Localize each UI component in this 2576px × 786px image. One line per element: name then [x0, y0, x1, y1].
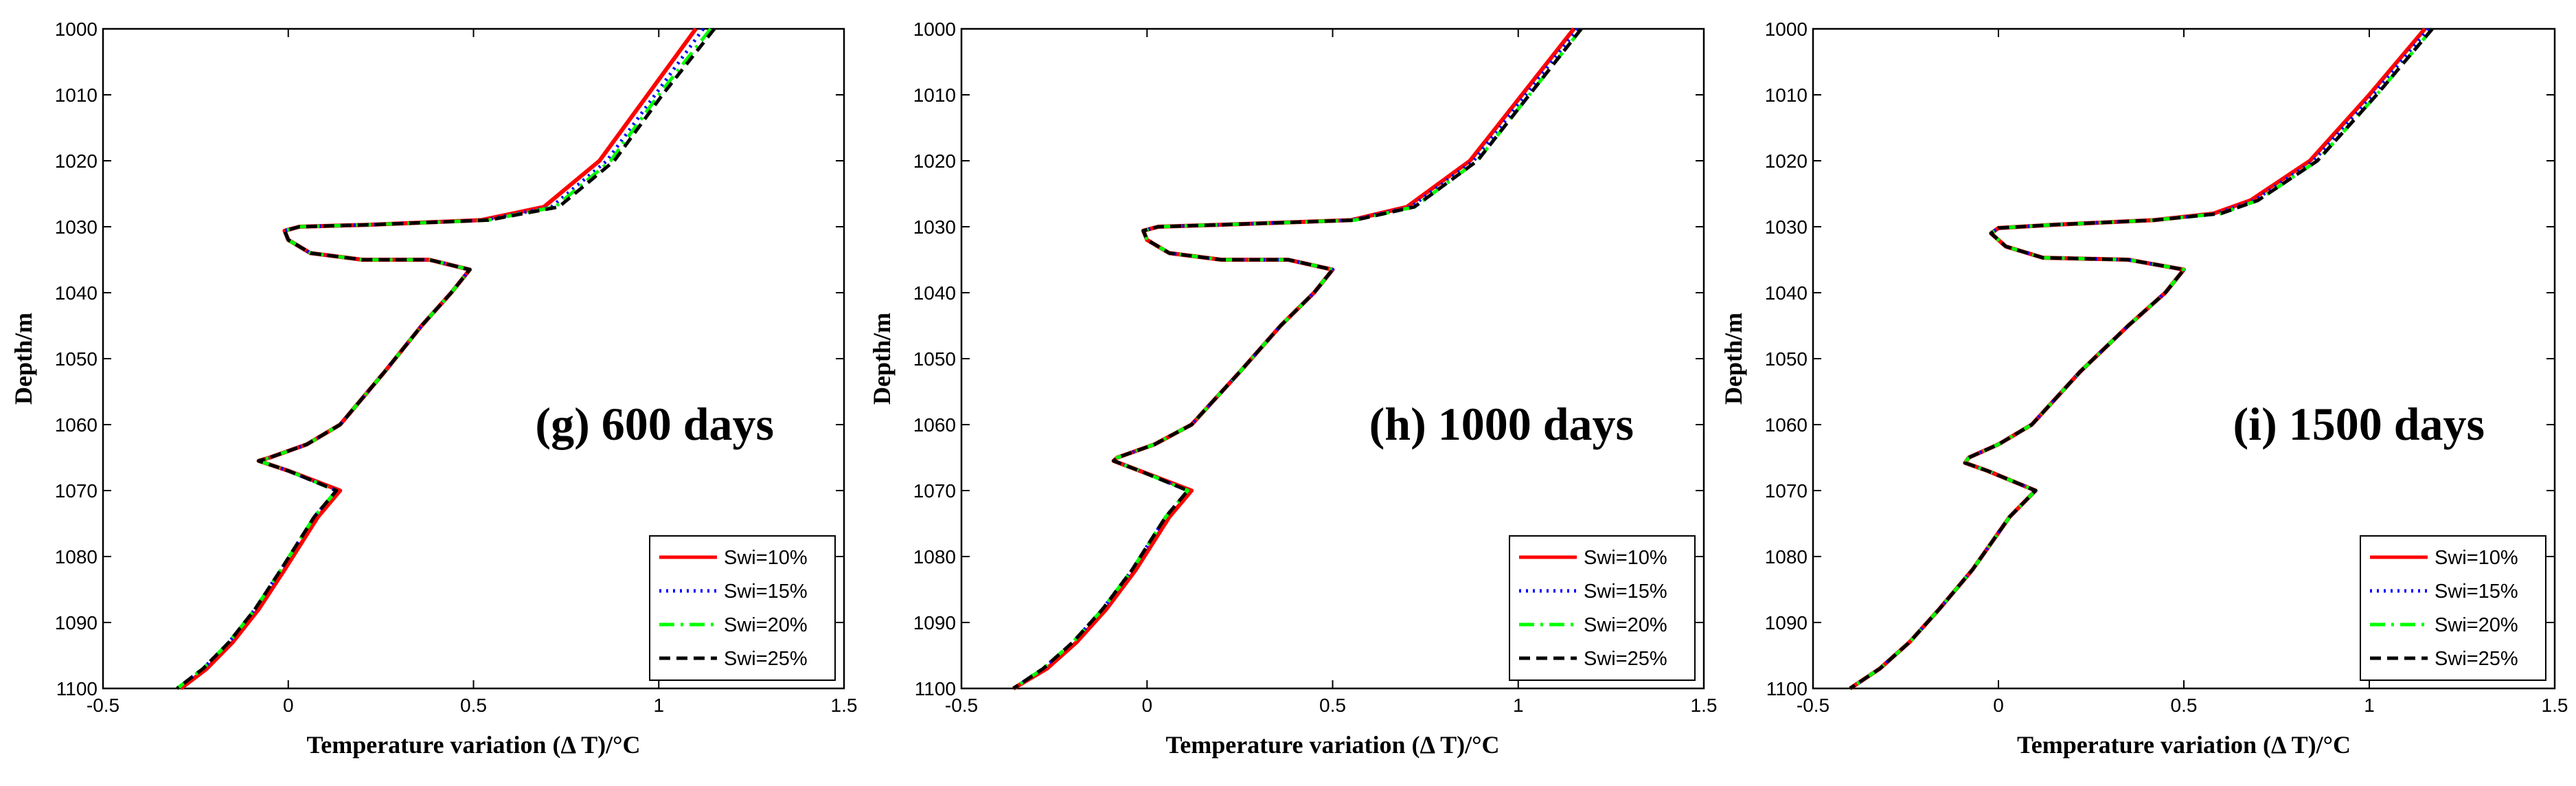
legend-entry: Swi=15%: [2435, 581, 2518, 603]
legend-entry: Swi=25%: [724, 648, 808, 670]
panel-label: (h) 1000 days: [1369, 398, 1634, 450]
series-line-3: [1012, 27, 1583, 690]
y-tick-label: 1020: [1765, 150, 1808, 172]
legend: Swi=10% Swi=15% Swi=20% Swi=25%: [1509, 535, 1696, 681]
x-tick-label: 1: [1513, 695, 1524, 716]
series-line-1: [179, 27, 698, 690]
y-tick-label: 1050: [1765, 348, 1808, 370]
legend-entry: Swi=20%: [724, 614, 808, 636]
legend-box: [2360, 535, 2546, 681]
y-tick-label: 1060: [1765, 414, 1808, 436]
legend-entry: Swi=25%: [2435, 648, 2518, 670]
y-tick-label: 1020: [913, 150, 956, 172]
y-tick-label: 1090: [913, 612, 956, 633]
chart-panel-1: -0.5 0 0.5 1 1.5 1000 1010 1020 1030 1040 1050 1060…: [868, 19, 1717, 759]
x-tick-label: 0: [1141, 695, 1152, 716]
y-tick-label: 1010: [55, 85, 98, 106]
x-tick-label: 0: [1993, 695, 2004, 716]
y-tick-label: 1070: [913, 480, 956, 502]
x-tick-label: 1.5: [1691, 695, 1718, 716]
x-tick-label: 1: [653, 695, 664, 716]
y-tick-label: 1070: [55, 480, 98, 502]
legend-entry: Swi=10%: [2435, 547, 2518, 569]
y-tick-label: 1100: [915, 678, 956, 699]
y-tick-label: 1030: [913, 216, 956, 238]
legend-box: [649, 535, 836, 681]
chart-panel-2: -0.5 0 0.5 1 1.5 1000 1010 1020 1030 1040 1050 1060…: [1720, 19, 2568, 759]
x-tick-label: -0.5: [945, 695, 978, 716]
y-tick-label: 1050: [55, 348, 98, 370]
x-tick-label: 0.5: [2171, 695, 2198, 716]
legend: Swi=10% Swi=15% Swi=20% Swi=25%: [649, 535, 836, 681]
y-tick-label: 1060: [913, 414, 956, 436]
series-line-4: [1012, 27, 1583, 690]
y-tick-label: 1020: [55, 150, 98, 172]
series-line-1: [1849, 27, 2427, 690]
x-tick-label: -0.5: [87, 695, 119, 716]
y-tick-label: 1030: [1765, 216, 1808, 238]
x-tick-label: 0.5: [1319, 695, 1346, 716]
y-tick-label: 1100: [1766, 678, 1808, 699]
x-tick-label: 1: [2364, 695, 2375, 716]
y-tick-label: 1000: [913, 19, 956, 40]
series-line-3: [1849, 27, 2434, 690]
series-line-3: [176, 27, 712, 690]
y-tick-label: 1030: [55, 216, 98, 238]
y-axis-label: Depth/m: [868, 313, 896, 405]
panel-label: (i) 1500 days: [2233, 398, 2485, 450]
x-tick-label: -0.5: [1797, 695, 1830, 716]
x-axis-label: Temperature variation (Δ T)/°C: [307, 731, 641, 759]
series-line-2: [1849, 27, 2430, 690]
legend-entry: Swi=15%: [1584, 581, 1667, 603]
x-axis-label: Temperature variation (Δ T)/°C: [1166, 731, 1500, 759]
legend-entry: Swi=25%: [1584, 648, 1667, 670]
series-line-4: [176, 27, 716, 690]
y-tick-label: 1000: [1765, 19, 1808, 40]
x-tick-label: 0.5: [460, 695, 487, 716]
y-tick-label: 1050: [913, 348, 956, 370]
legend-entry: Swi=15%: [724, 581, 808, 603]
y-tick-label: 1080: [913, 546, 956, 568]
series-line-4: [1849, 27, 2434, 690]
chart-panel-0: -0.5 0 0.5 1 1.5 1000 1010 1020 1030 1040 1050 1060…: [10, 19, 857, 759]
y-tick-label: 1090: [1765, 612, 1808, 633]
y-axis-label: Depth/m: [10, 313, 37, 405]
y-tick-label: 1060: [55, 414, 98, 436]
legend-entry: Swi=10%: [1584, 547, 1667, 569]
panel-label: (g) 600 days: [535, 398, 774, 450]
series-line-2: [1012, 27, 1580, 690]
y-tick-label: 1040: [913, 282, 956, 304]
x-tick-label: 0: [283, 695, 294, 716]
y-tick-label: 1080: [1765, 546, 1808, 568]
x-tick-label: 1.5: [2542, 695, 2568, 716]
legend-box: [1509, 535, 1696, 681]
y-tick-label: 1000: [55, 19, 98, 40]
y-tick-label: 1040: [55, 282, 98, 304]
legend-entry: Swi=20%: [2435, 614, 2518, 636]
y-tick-label: 1010: [1765, 85, 1808, 106]
y-tick-label: 1040: [1765, 282, 1808, 304]
series-line-1: [1012, 27, 1576, 690]
y-tick-label: 1080: [55, 546, 98, 568]
x-tick-label: 1.5: [831, 695, 858, 716]
y-tick-label: 1100: [56, 678, 98, 699]
y-tick-label: 1090: [55, 612, 98, 633]
y-tick-label: 1070: [1765, 480, 1808, 502]
legend-entry: Swi=20%: [1584, 614, 1667, 636]
legend: Swi=10% Swi=15% Swi=20% Swi=25%: [2360, 535, 2546, 681]
x-axis-label: Temperature variation (Δ T)/°C: [2017, 731, 2351, 759]
y-tick-label: 1010: [913, 85, 956, 106]
y-axis-label: Depth/m: [1720, 313, 1747, 405]
legend-entry: Swi=10%: [724, 547, 808, 569]
